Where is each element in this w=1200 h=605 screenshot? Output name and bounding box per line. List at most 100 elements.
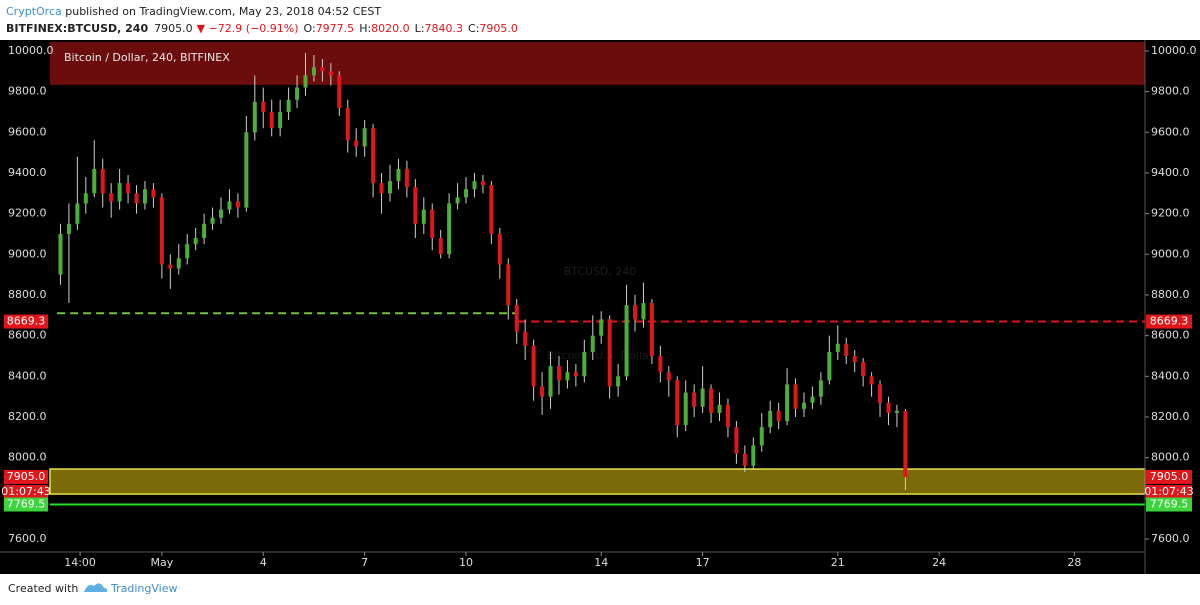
brand[interactable]: TradingView	[110, 582, 177, 595]
x-tick-label: 21	[831, 556, 845, 569]
candle-body	[818, 380, 823, 397]
candle-body	[413, 187, 418, 224]
candle-body	[193, 238, 198, 245]
candle-body	[582, 351, 587, 377]
price-tag	[4, 497, 48, 512]
candle-body	[548, 366, 553, 397]
x-tick-label: 28	[1067, 556, 1081, 569]
ohlc-value: 7840.3	[425, 22, 464, 35]
y-tick-label: 8400.0	[1151, 369, 1190, 382]
x-tick-label: 10	[459, 556, 473, 569]
candle-body	[709, 388, 714, 413]
candle-body	[878, 384, 883, 403]
candle-body	[210, 217, 215, 224]
candle-body	[278, 111, 283, 129]
y-tick-label-left: 10000.0	[8, 44, 54, 57]
header-line: CryptOrca published on TradingView.com, …	[6, 5, 381, 18]
candle-body	[607, 319, 612, 387]
y-tick-label: 8000.0	[1151, 451, 1190, 464]
candle-body	[126, 183, 131, 194]
candle-body	[725, 404, 730, 428]
y-tick-label: 9600.0	[1151, 125, 1190, 138]
symbol-line: BITFINEX:BTCUSD, 240 7905.0 ▼ −72.9 (−0.91…	[6, 22, 518, 35]
y-tick-label: 9000.0	[1151, 247, 1190, 260]
candle-body	[168, 264, 173, 269]
candle-body	[447, 203, 452, 255]
candle-body	[886, 402, 891, 413]
candle-body	[235, 201, 240, 208]
watermark: Bitcoin / U.S. Dollar	[547, 349, 654, 362]
countdown-label: 01:07:43	[1, 485, 50, 498]
ohlc-label: O:	[304, 22, 316, 35]
candle-body	[742, 453, 747, 466]
candle-body	[497, 233, 502, 265]
candle-body	[379, 183, 384, 194]
candle-body	[142, 189, 147, 204]
ohlc-value: 7905.0	[479, 22, 518, 35]
candle-body	[117, 183, 122, 202]
candle-body	[489, 185, 494, 234]
candle-body	[573, 372, 578, 377]
price-tag-label: 7769.5	[7, 498, 46, 511]
candle-body	[785, 384, 790, 422]
candle-body	[464, 189, 469, 198]
candle-body	[421, 209, 426, 224]
author[interactable]: CryptOrca	[6, 5, 62, 18]
candle-body	[835, 343, 840, 352]
y-tick-label: 7600.0	[1151, 532, 1190, 545]
candle-body	[387, 181, 392, 194]
y-tick-label: 9800.0	[1151, 85, 1190, 98]
candle-body	[480, 181, 485, 186]
candle-body	[852, 355, 857, 363]
candle-body	[675, 380, 680, 426]
candle-body	[227, 201, 232, 210]
candle-body	[768, 410, 773, 428]
chart-title: Bitcoin / Dollar, 240, BITFINEX	[64, 51, 230, 64]
candle-body	[362, 128, 367, 147]
candle-body	[244, 132, 249, 208]
price-tag-label: 8669.3	[1150, 315, 1189, 328]
candle-body	[894, 410, 899, 413]
y-tick-label-left: 8800.0	[8, 288, 47, 301]
price-tag-label: 7905.0	[7, 470, 46, 483]
candle-body	[810, 396, 815, 403]
price-tag	[1146, 497, 1192, 512]
x-tick-label: 14:00	[64, 556, 96, 569]
candle-body	[700, 388, 705, 407]
candle-body	[793, 384, 798, 409]
candle-body	[269, 111, 274, 129]
price-tag	[1146, 469, 1192, 484]
candle-body	[337, 75, 342, 108]
ohlc-value: 7977.5	[316, 22, 355, 35]
last-price: 7905.0	[154, 22, 193, 35]
candle-body	[658, 355, 663, 373]
candle-body	[506, 264, 511, 306]
x-tick-label: 7	[361, 556, 368, 569]
price-tag-label: 8669.3	[7, 315, 46, 328]
price-tag	[1146, 314, 1192, 329]
candle-body	[844, 343, 849, 356]
y-tick-label-left: 8600.0	[8, 329, 47, 342]
candle-body	[734, 427, 739, 454]
ohlc-label: C:	[468, 22, 479, 35]
candle-body	[616, 376, 621, 387]
y-tick-label: 9200.0	[1151, 207, 1190, 220]
candle-body	[531, 345, 536, 387]
candle-body	[666, 372, 671, 381]
candle-body	[903, 410, 908, 477]
price-tag-label: 7905.0	[1150, 470, 1189, 483]
y-tick-label-left: 9200.0	[8, 207, 47, 220]
candle-body	[286, 99, 291, 112]
candle-body	[523, 331, 528, 346]
zone	[50, 42, 1145, 85]
candle-body	[683, 392, 688, 426]
price-tag	[4, 469, 48, 484]
candle-body	[66, 223, 71, 234]
candle-body	[633, 305, 638, 320]
candle-body	[438, 238, 443, 255]
candle-body	[92, 168, 97, 194]
candle-body	[430, 209, 435, 239]
candle-body	[83, 193, 88, 204]
candle-body	[556, 366, 561, 381]
countdown-tag	[1146, 484, 1192, 499]
